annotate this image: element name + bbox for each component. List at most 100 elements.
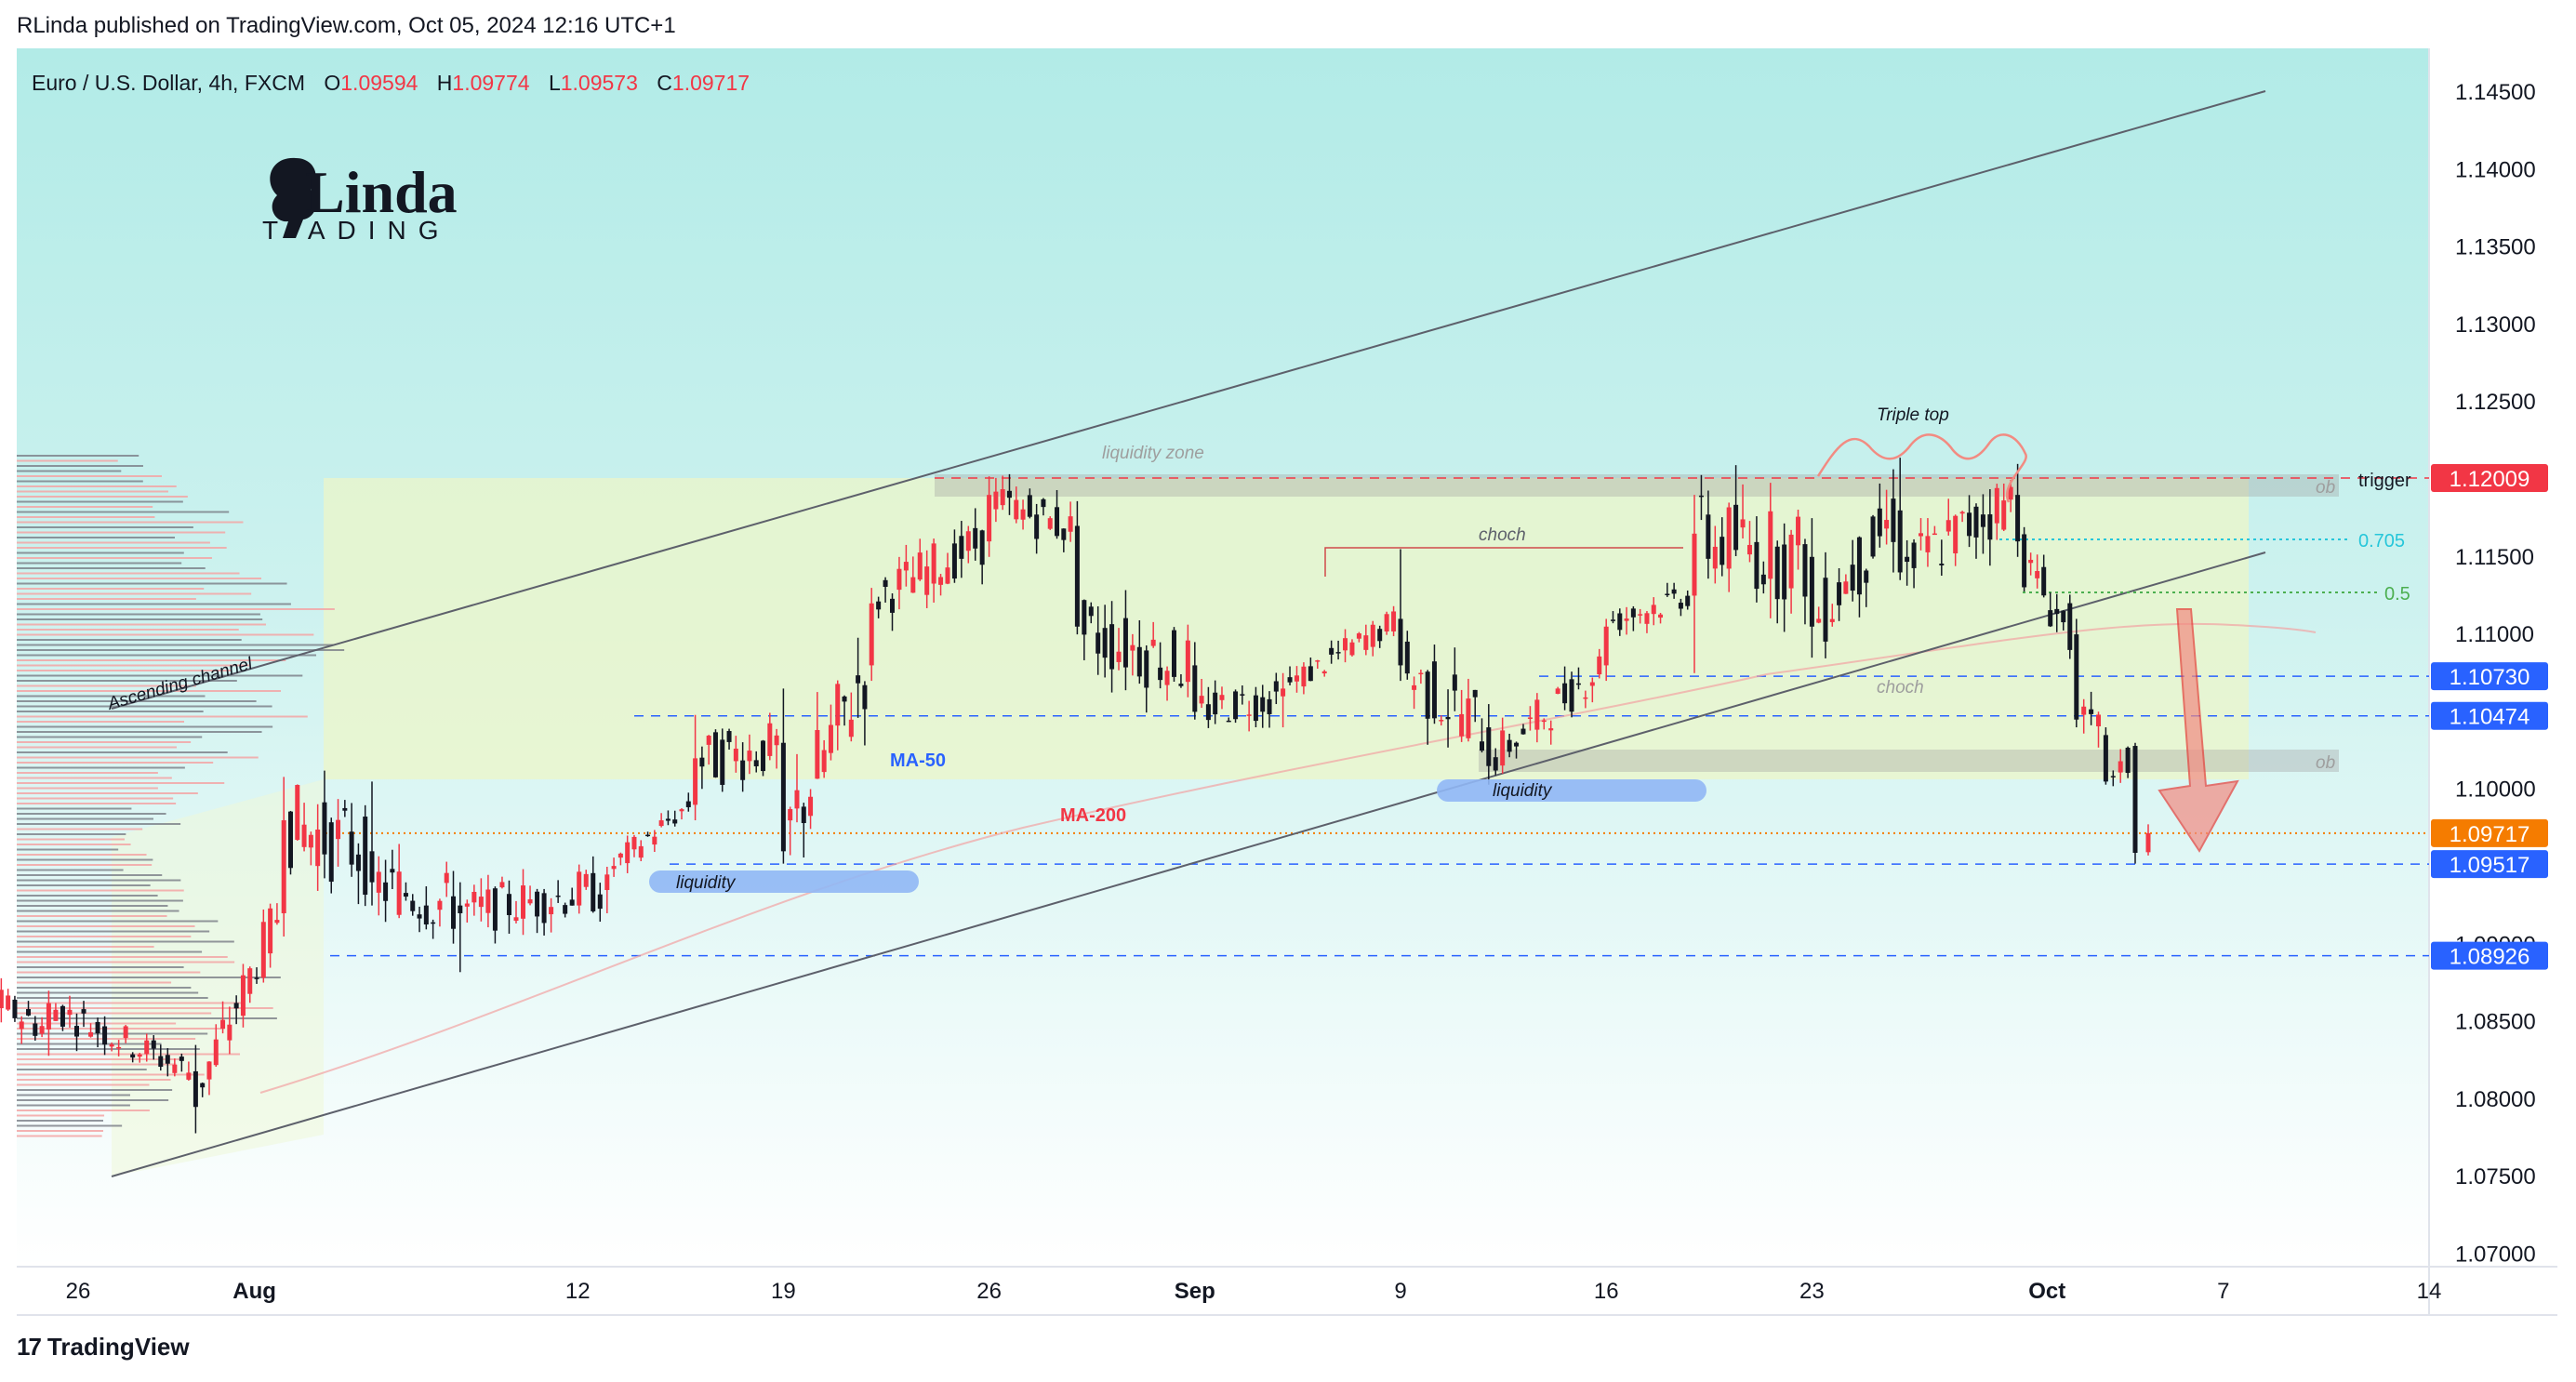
candle-body <box>1130 644 1135 651</box>
price-badge-bg <box>2431 662 2548 691</box>
candle <box>2015 463 2021 557</box>
candle-body <box>137 1054 142 1057</box>
candle <box>1706 490 1711 579</box>
candle-body <box>1233 691 1239 720</box>
price-badge-text: 1.10730 <box>2450 665 2530 690</box>
candle <box>130 1052 136 1063</box>
candle-body <box>2103 735 2108 782</box>
candle-body <box>458 905 463 913</box>
time-axis[interactable]: 26 Aug 12 19 26 Sep 9 16 23 Oct 7 14 <box>66 1279 2442 1304</box>
candle <box>1733 465 1739 556</box>
candle <box>73 1013 79 1052</box>
price-badge-bg <box>2431 701 2548 730</box>
candle-body <box>1746 544 1752 555</box>
candle <box>1500 717 1506 774</box>
candle-body <box>1843 581 1849 594</box>
candle <box>521 869 526 936</box>
candle-body <box>1034 514 1040 539</box>
candle-body <box>1733 504 1739 551</box>
candle <box>1260 684 1266 728</box>
candle <box>658 813 664 828</box>
symbol-legend[interactable]: Euro / U.S. Dollar, 4h, FXCM O1.09594 H1… <box>32 71 750 95</box>
candle-body <box>1905 556 1910 563</box>
candle <box>617 852 623 866</box>
candle <box>801 803 806 858</box>
tradingview-brand[interactable]: 17 TradingView <box>17 1333 190 1362</box>
candle-body <box>1020 509 1026 520</box>
candle <box>788 806 793 856</box>
candle-body <box>2054 608 2060 615</box>
candle <box>1843 574 1849 594</box>
candle <box>1569 671 1574 718</box>
candle <box>268 903 273 968</box>
candle-body <box>856 675 861 684</box>
candle <box>437 898 443 927</box>
candle-body <box>1877 508 1882 537</box>
candle-body <box>308 834 313 848</box>
candle <box>1074 500 1080 635</box>
candle <box>869 588 874 682</box>
candle <box>423 886 429 930</box>
candle-body <box>645 834 651 837</box>
candle <box>2054 593 2060 632</box>
candle <box>396 844 402 919</box>
candle <box>260 909 266 983</box>
candle-body <box>116 1046 122 1049</box>
candle <box>706 735 711 765</box>
candle-body <box>396 871 402 915</box>
symbol-name: Euro / U.S. Dollar, 4h, FXCM <box>32 71 305 95</box>
candle <box>1877 483 1882 548</box>
candle <box>363 804 368 907</box>
candle <box>1782 523 1787 632</box>
candle <box>213 1024 219 1068</box>
candle <box>2048 592 2053 628</box>
candle <box>308 831 313 866</box>
candle <box>1445 689 1451 748</box>
candle <box>1213 680 1218 724</box>
candle <box>1658 613 1664 624</box>
open-label: O <box>324 71 340 95</box>
candle-body <box>102 1026 108 1045</box>
candle <box>848 692 854 742</box>
candle <box>1925 518 1931 567</box>
down-arrow <box>2158 608 2239 853</box>
candle <box>1555 686 1560 695</box>
candle-body <box>1301 666 1307 687</box>
candle <box>1205 686 1211 728</box>
candle-body <box>1925 536 1931 552</box>
time-tick-label: Aug <box>232 1279 276 1304</box>
candle <box>471 884 477 916</box>
candle <box>60 1004 65 1031</box>
candle-body <box>95 1021 100 1034</box>
candle-body <box>144 1040 150 1055</box>
candle <box>794 753 800 823</box>
candle <box>1562 666 1568 711</box>
candle-body <box>1534 699 1540 730</box>
candle <box>349 803 354 877</box>
candle-body <box>604 874 610 890</box>
liquidity-pill-left[interactable] <box>649 870 919 893</box>
candle-body <box>2061 610 2066 623</box>
price-tick-label: 1.08500 <box>2455 1010 2536 1035</box>
candle-body <box>172 1064 178 1073</box>
candle-body <box>876 601 882 610</box>
candle <box>1932 525 1937 536</box>
candle <box>815 692 820 779</box>
candle <box>1158 642 1163 689</box>
liquidity-pill-right[interactable] <box>1437 779 1706 802</box>
candle-body <box>1439 720 1444 722</box>
candle <box>753 751 759 773</box>
candle <box>1068 501 1073 542</box>
candle-body <box>821 750 827 773</box>
candle <box>1870 514 1876 559</box>
candle <box>591 856 596 913</box>
candle <box>1945 498 1951 536</box>
candle-body <box>1047 518 1053 529</box>
candle-body <box>733 748 738 762</box>
candle-body <box>1466 698 1471 738</box>
candle <box>33 1016 38 1041</box>
price-badge-text: 1.09717 <box>2450 822 2530 847</box>
candle <box>1122 590 1128 691</box>
candle-body <box>295 785 300 841</box>
